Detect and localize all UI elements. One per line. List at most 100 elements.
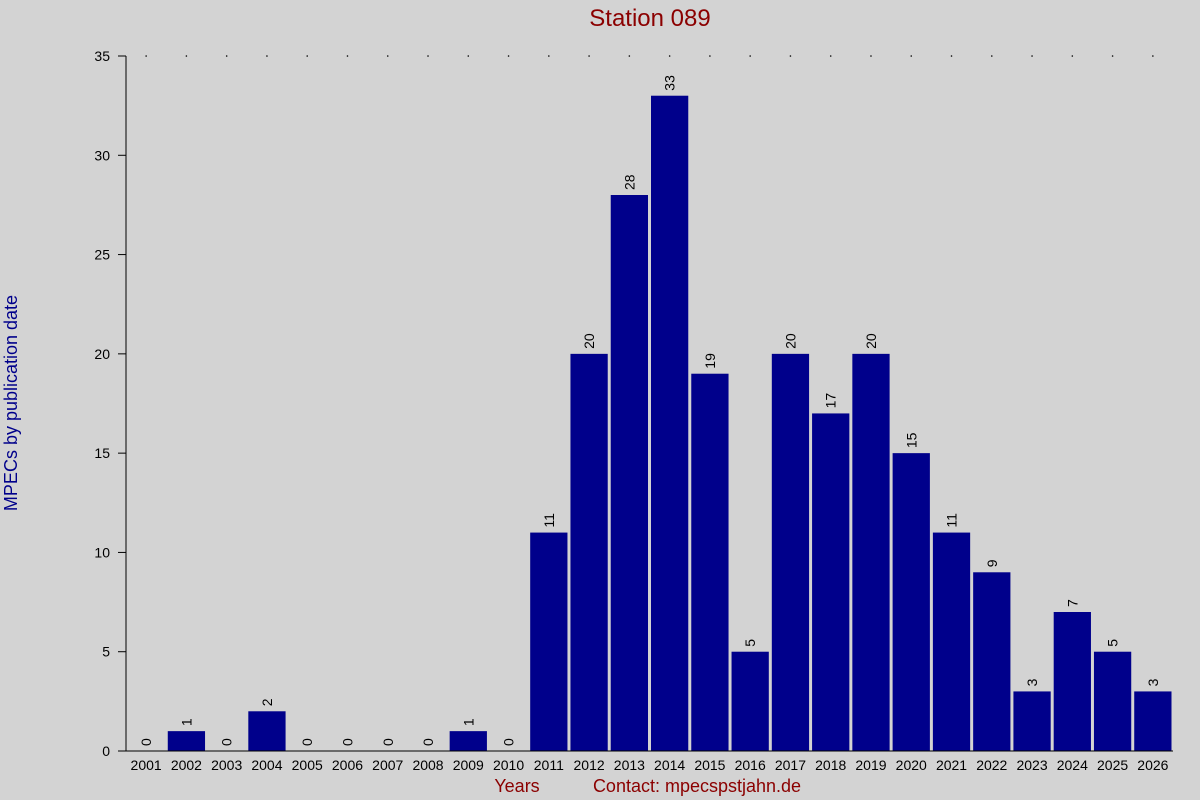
- grid-dot: [910, 55, 913, 57]
- x-tick-label-2023: 2023: [1016, 757, 1047, 773]
- bar-2015: [691, 373, 729, 751]
- x-tick-label-2008: 2008: [412, 757, 443, 773]
- grid-dot: [1152, 55, 1154, 57]
- x-tick-label-2026: 2026: [1137, 757, 1168, 773]
- data-label-2006: 0: [339, 738, 355, 746]
- data-label-2002: 1: [178, 718, 194, 726]
- bar-2004: [248, 711, 286, 751]
- bar-2019: [852, 353, 890, 751]
- grid-dot: [1071, 55, 1074, 57]
- bar-2013: [610, 195, 648, 751]
- grid-dots: [145, 55, 1154, 57]
- grid-dot: [145, 55, 147, 57]
- data-label-2009: 1: [460, 718, 476, 726]
- x-tick-label-2025: 2025: [1097, 757, 1128, 773]
- grid-dot: [588, 55, 590, 57]
- x-tick-label-2017: 2017: [775, 757, 806, 773]
- grid-dot: [306, 55, 309, 57]
- x-tick-label-2011: 2011: [534, 757, 564, 773]
- data-label-2011: 11: [541, 513, 557, 528]
- grid-dot: [507, 55, 510, 57]
- grid-dot: [1111, 55, 1114, 57]
- y-axis-label: MPECs by publication date: [1, 295, 21, 511]
- x-tick-label-2021: 2021: [936, 757, 967, 773]
- data-label-2025: 5: [1105, 639, 1121, 647]
- data-label-2001: 0: [138, 738, 154, 746]
- x-tick-label-2020: 2020: [896, 757, 927, 773]
- grid-dot: [185, 55, 188, 57]
- data-label-2004: 2: [259, 698, 275, 706]
- grid-dot: [749, 55, 751, 57]
- grid-dot: [225, 55, 228, 57]
- grid-dot: [789, 55, 792, 57]
- data-label-2023: 3: [1024, 678, 1040, 686]
- x-tick-label-2007: 2007: [372, 757, 403, 773]
- data-label-2019: 20: [863, 333, 879, 349]
- bar-2021: [932, 532, 971, 751]
- grid-dot: [668, 55, 671, 57]
- bar-2016: [731, 651, 769, 751]
- grid-dot: [1031, 55, 1033, 57]
- x-tick-label-2022: 2022: [976, 757, 1007, 773]
- bar-2014: [651, 95, 689, 751]
- x-tick-label-2014: 2014: [654, 757, 685, 773]
- bar-2017: [771, 353, 810, 751]
- x-tick-label-2003: 2003: [211, 757, 242, 773]
- data-label-2026: 3: [1145, 678, 1161, 686]
- grid-dot: [709, 55, 711, 57]
- bar-2020: [892, 453, 930, 751]
- bar-2012: [570, 353, 608, 751]
- data-labels: 0200112002020032200402005020060200702008…: [131, 75, 1169, 773]
- x-tick-label-2019: 2019: [855, 757, 886, 773]
- x-tick-label-2012: 2012: [574, 757, 605, 773]
- y-tick-label-5: 5: [102, 644, 110, 660]
- y-tick-label-35: 35: [94, 48, 110, 64]
- data-label-2014: 33: [662, 75, 678, 91]
- data-label-2012: 20: [581, 333, 597, 349]
- y-tick-label-20: 20: [94, 346, 110, 362]
- data-label-2010: 0: [501, 738, 517, 746]
- data-label-2007: 0: [380, 738, 396, 746]
- x-tick-label-2004: 2004: [251, 757, 282, 773]
- bar-2009: [449, 731, 487, 751]
- y-tick-label-30: 30: [94, 147, 110, 163]
- data-label-2018: 17: [823, 393, 839, 409]
- bar-2002: [167, 731, 206, 751]
- grid-dot: [870, 55, 872, 57]
- grid-dot: [427, 55, 429, 57]
- bar-2011: [530, 532, 568, 751]
- data-label-2003: 0: [219, 738, 235, 746]
- x-tick-label-2010: 2010: [493, 757, 524, 773]
- x-tick-label-2005: 2005: [292, 757, 323, 773]
- bar-2026: [1134, 691, 1172, 751]
- data-label-2005: 0: [299, 738, 315, 746]
- data-label-2020: 15: [903, 432, 919, 448]
- data-label-2015: 19: [702, 353, 718, 369]
- grid-dot: [266, 55, 268, 57]
- x-tick-label-2018: 2018: [815, 757, 846, 773]
- grid-dot: [950, 55, 953, 57]
- x-tick-label-2006: 2006: [332, 757, 363, 773]
- grid-dot: [829, 55, 832, 57]
- x-tick-label-2015: 2015: [694, 757, 725, 773]
- bar-2022: [973, 572, 1011, 751]
- x-tick-label-2002: 2002: [171, 757, 202, 773]
- y-tick-label-0: 0: [102, 743, 110, 759]
- data-label-2017: 20: [782, 333, 798, 349]
- grid-dot: [990, 55, 993, 57]
- grid-dot: [467, 55, 470, 57]
- bar-2024: [1053, 612, 1091, 751]
- x-axis-label: Years: [494, 776, 539, 796]
- x-tick-label-2024: 2024: [1057, 757, 1088, 773]
- x-tick-label-2013: 2013: [614, 757, 645, 773]
- data-label-2016: 5: [742, 639, 758, 647]
- y-tick-label-10: 10: [94, 544, 110, 560]
- bars: [167, 95, 1172, 751]
- grid-dot: [548, 55, 550, 57]
- x-tick-label-2009: 2009: [453, 757, 484, 773]
- bar-2018: [812, 413, 850, 751]
- x-tick-label-2016: 2016: [735, 757, 766, 773]
